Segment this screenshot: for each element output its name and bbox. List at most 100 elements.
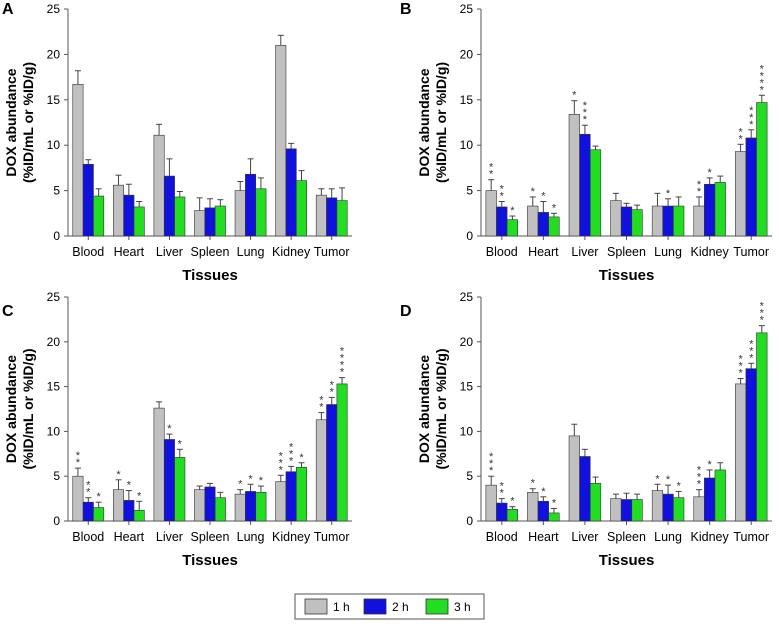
significance-star: * bbox=[86, 480, 91, 492]
y-tick-label: 10 bbox=[460, 424, 474, 438]
bar bbox=[620, 499, 633, 522]
panel-C: C 0 5 10 15 20 25 DOX abundance (%ID/mL or %ID/g… bbox=[2, 290, 352, 569]
bar bbox=[174, 196, 186, 237]
significance-star: * bbox=[572, 90, 577, 102]
significance-star: * bbox=[738, 133, 743, 145]
significance-star: * bbox=[127, 480, 132, 492]
bar bbox=[662, 205, 674, 237]
y-tick-label: 15 bbox=[47, 93, 61, 107]
significance-star: * bbox=[299, 452, 304, 464]
significance-star: * bbox=[666, 474, 671, 486]
x-tick-label: Lung bbox=[654, 530, 682, 544]
significance-star: * bbox=[697, 465, 702, 477]
significance-star: * bbox=[697, 472, 702, 484]
significance-star: * bbox=[760, 308, 765, 320]
bar bbox=[204, 207, 216, 237]
bar bbox=[756, 102, 768, 237]
significance-star: * bbox=[116, 469, 121, 481]
significance-star: * bbox=[76, 450, 81, 462]
y-tick-label: 25 bbox=[47, 290, 61, 304]
significance-star: * bbox=[738, 368, 743, 380]
bar bbox=[326, 404, 338, 522]
significance-star: * bbox=[86, 487, 91, 499]
y-tick-label: 20 bbox=[460, 335, 474, 349]
significance-star: * bbox=[541, 486, 546, 498]
y-axis-title: DOX abundance bbox=[416, 355, 432, 463]
bar bbox=[255, 188, 267, 237]
x-tick-label: Spleen bbox=[607, 530, 646, 544]
y-axis-subtitle: (%ID/mL or %ID/g) bbox=[20, 62, 36, 183]
y-tick-label: 0 bbox=[466, 514, 473, 528]
significance-star: * bbox=[259, 475, 264, 487]
significance-star: * bbox=[541, 190, 546, 202]
bar bbox=[245, 173, 257, 237]
significance-star: * bbox=[749, 112, 754, 124]
y-axis-subtitle: (%ID/mL or %ID/g) bbox=[433, 62, 449, 183]
y-tick-label: 10 bbox=[47, 424, 61, 438]
x-axis-title: Tissues bbox=[182, 552, 238, 569]
legend-swatch-3h bbox=[425, 598, 449, 615]
x-tick-label: Tumor bbox=[733, 530, 769, 544]
bar bbox=[693, 205, 705, 237]
bar bbox=[336, 383, 348, 522]
x-tick-label: Liver bbox=[571, 530, 598, 544]
panel-B: B 0 5 10 15 20 25 DOX abundance (%ID/mL or %ID/g… bbox=[400, 1, 772, 284]
x-tick-label: Kidney bbox=[272, 530, 311, 544]
y-tick-label: 15 bbox=[460, 93, 474, 107]
significance-star: * bbox=[330, 386, 335, 398]
bar bbox=[72, 475, 84, 522]
bar bbox=[610, 498, 622, 522]
significance-star: * bbox=[510, 205, 515, 217]
significance-star: * bbox=[279, 450, 284, 462]
significance-star: * bbox=[96, 491, 101, 503]
x-tick-label: Tumor bbox=[314, 530, 350, 544]
bar bbox=[548, 216, 560, 237]
bar bbox=[194, 489, 206, 522]
x-tick-label: Kidney bbox=[691, 245, 730, 259]
x-tick-label: Blood bbox=[486, 530, 518, 544]
significance-star: * bbox=[178, 438, 183, 450]
bar bbox=[735, 151, 747, 237]
significance-star: * bbox=[289, 441, 294, 453]
panel-A: A 0 5 10 15 20 25 DOX abundance (%ID/mL or %ID/g… bbox=[2, 1, 352, 284]
bar bbox=[714, 182, 726, 237]
significance-star: * bbox=[510, 496, 515, 508]
bar bbox=[296, 466, 307, 522]
x-tick-label: Spleen bbox=[191, 530, 230, 544]
bar bbox=[527, 492, 539, 522]
x-tick-label: Lung bbox=[654, 245, 682, 259]
bar bbox=[579, 456, 591, 522]
significance-star: * bbox=[666, 188, 671, 200]
bar bbox=[620, 206, 633, 237]
x-tick-label: Liver bbox=[156, 530, 183, 544]
y-tick-label: 5 bbox=[53, 469, 60, 483]
y-tick-label: 5 bbox=[53, 184, 60, 198]
significance-star: * bbox=[708, 459, 713, 471]
bar bbox=[113, 184, 124, 237]
significance-star: * bbox=[279, 464, 284, 476]
bar bbox=[693, 496, 705, 522]
x-tick-label: Kidney bbox=[272, 245, 311, 259]
significance-star: * bbox=[738, 354, 743, 366]
bar bbox=[214, 497, 226, 522]
significance-star: * bbox=[749, 338, 754, 350]
significance-star: * bbox=[552, 202, 557, 214]
significance-star: * bbox=[489, 162, 494, 174]
bar bbox=[662, 493, 674, 522]
significance-star: * bbox=[531, 478, 536, 490]
bar bbox=[527, 205, 539, 237]
y-tick-label: 20 bbox=[47, 335, 61, 349]
panel-letter: C bbox=[2, 303, 14, 320]
legend: 1 h 2 h 3 h bbox=[294, 593, 485, 620]
x-tick-label: Heart bbox=[528, 530, 559, 544]
significance-star: * bbox=[583, 114, 588, 126]
x-tick-label: Liver bbox=[156, 245, 183, 259]
y-tick-label: 25 bbox=[47, 2, 61, 16]
panel-D: D 0 5 10 15 20 25 DOX abundance (%ID/mL or %ID/g… bbox=[400, 290, 772, 569]
significance-star: * bbox=[167, 423, 172, 435]
panel-letter: B bbox=[400, 1, 412, 18]
significance-star: * bbox=[760, 315, 765, 327]
bar bbox=[756, 332, 768, 522]
bar bbox=[123, 500, 135, 522]
